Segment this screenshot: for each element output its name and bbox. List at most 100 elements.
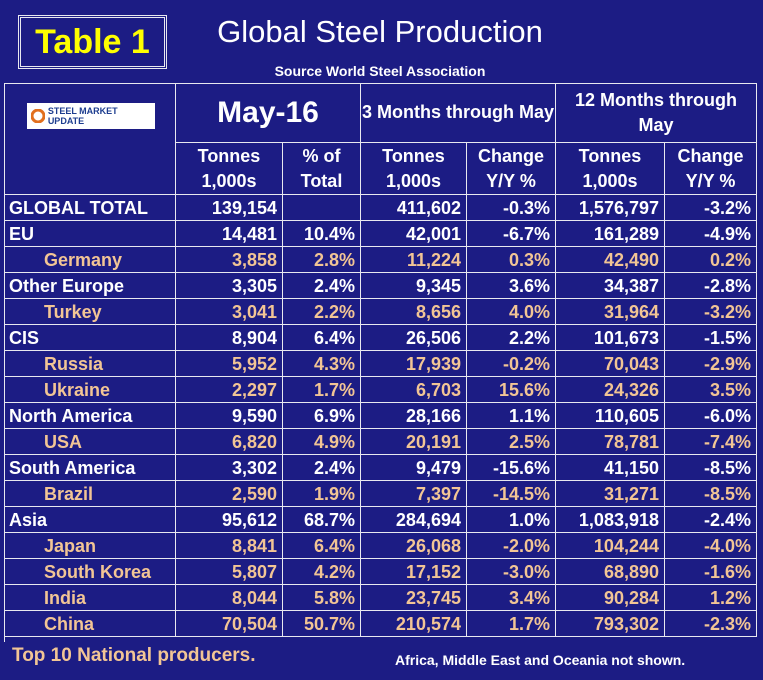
table-cell: 50.7%	[283, 611, 361, 637]
table-cell: 3.6%	[467, 273, 556, 299]
logo-icon	[31, 109, 45, 123]
table-cell: 90,284	[556, 585, 665, 611]
table-cell: 6,703	[361, 377, 467, 403]
region-label: EU	[4, 221, 176, 247]
column-header: % of Total	[283, 143, 361, 195]
table-cell: 5.8%	[283, 585, 361, 611]
column-header: Tonnes 1,000s	[361, 143, 467, 195]
logo: STEEL MARKET UPDATE	[27, 103, 155, 129]
group-header: 3 Months through May	[361, 83, 556, 143]
country-label: USA	[4, 429, 176, 455]
table-cell: 68,890	[556, 559, 665, 585]
table-cell: 6.4%	[283, 325, 361, 351]
table-cell: 17,152	[361, 559, 467, 585]
region-label: Other Europe	[4, 273, 176, 299]
country-label: Ukraine	[4, 377, 176, 403]
table-cell: 26,506	[361, 325, 467, 351]
country-label: Russia	[4, 351, 176, 377]
country-label: India	[4, 585, 176, 611]
table-cell: 2,297	[176, 377, 283, 403]
table-cell: 78,781	[556, 429, 665, 455]
table-cell: -8.5%	[665, 481, 757, 507]
table-cell: -7.4%	[665, 429, 757, 455]
region-label: Asia	[4, 507, 176, 533]
table-cell: 3.4%	[467, 585, 556, 611]
table-cell: -3.0%	[467, 559, 556, 585]
table-cell: 15.6%	[467, 377, 556, 403]
table-cell: 110,605	[556, 403, 665, 429]
table-cell: 31,964	[556, 299, 665, 325]
table-cell: -14.5%	[467, 481, 556, 507]
table-cell: 9,590	[176, 403, 283, 429]
table-cell: 4.9%	[283, 429, 361, 455]
table-cell: -0.3%	[467, 195, 556, 221]
table-cell: 5,807	[176, 559, 283, 585]
table-cell: 23,745	[361, 585, 467, 611]
table-cell: 104,244	[556, 533, 665, 559]
table-cell: 4.0%	[467, 299, 556, 325]
title: Global Steel Production	[217, 14, 543, 49]
table-cell: 95,612	[176, 507, 283, 533]
region-label: South America	[4, 455, 176, 481]
table-cell: 11,224	[361, 247, 467, 273]
table-cell: 2,590	[176, 481, 283, 507]
column-header: Tonnes 1,000s	[176, 143, 283, 195]
table-cell: 6.4%	[283, 533, 361, 559]
table-cell: 1.1%	[467, 403, 556, 429]
table-cell: -1.5%	[665, 325, 757, 351]
table-cell: -8.5%	[665, 455, 757, 481]
table-cell: 3,858	[176, 247, 283, 273]
table-cell: -2.0%	[467, 533, 556, 559]
table-cell: 8,044	[176, 585, 283, 611]
table-cell: 3,302	[176, 455, 283, 481]
country-label: South Korea	[4, 559, 176, 585]
table-cell	[283, 195, 361, 221]
footer-left: Top 10 National producers.	[12, 645, 256, 666]
table-cell: 0.3%	[467, 247, 556, 273]
table-cell: -15.6%	[467, 455, 556, 481]
table-cell: -0.2%	[467, 351, 556, 377]
table-cell: 411,602	[361, 195, 467, 221]
badge: Table 1	[18, 15, 167, 69]
group-header: May-16	[176, 83, 361, 143]
table-cell: 2.4%	[283, 455, 361, 481]
subtitle: Source World Steel Association	[274, 63, 486, 79]
table-frame	[4, 83, 757, 642]
region-label: GLOBAL TOTAL	[4, 195, 176, 221]
table-cell: -1.6%	[665, 559, 757, 585]
table-cell: 8,841	[176, 533, 283, 559]
logo-text: STEEL MARKET UPDATE	[47, 106, 118, 126]
table-cell: 5,952	[176, 351, 283, 377]
header-blank	[4, 83, 176, 195]
table-cell: -2.3%	[665, 611, 757, 637]
table-cell: 2.8%	[283, 247, 361, 273]
table-cell: -3.2%	[665, 195, 757, 221]
table-cell: 3,041	[176, 299, 283, 325]
column-header: Change Y/Y %	[467, 143, 556, 195]
table-cell: 6,820	[176, 429, 283, 455]
table-cell: -3.2%	[665, 299, 757, 325]
table-cell: 1.7%	[283, 377, 361, 403]
footer-right: Africa, Middle East and Oceania not show…	[395, 652, 686, 668]
table-cell: 9,479	[361, 455, 467, 481]
table-cell: 1.2%	[665, 585, 757, 611]
table-cell: 1.7%	[467, 611, 556, 637]
table-cell: 2.4%	[283, 273, 361, 299]
table-cell: 41,150	[556, 455, 665, 481]
table-cell: 1,576,797	[556, 195, 665, 221]
table-cell: 34,387	[556, 273, 665, 299]
table-cell: 0.2%	[665, 247, 757, 273]
table-cell: -2.9%	[665, 351, 757, 377]
table-cell: 161,289	[556, 221, 665, 247]
table-cell: 14,481	[176, 221, 283, 247]
table-cell: 28,166	[361, 403, 467, 429]
table-cell: 9,345	[361, 273, 467, 299]
table-cell: 284,694	[361, 507, 467, 533]
table-cell: -2.4%	[665, 507, 757, 533]
table-cell: 17,939	[361, 351, 467, 377]
country-label: Brazil	[4, 481, 176, 507]
table-cell: 1,083,918	[556, 507, 665, 533]
region-label: CIS	[4, 325, 176, 351]
table-cell: -2.8%	[665, 273, 757, 299]
